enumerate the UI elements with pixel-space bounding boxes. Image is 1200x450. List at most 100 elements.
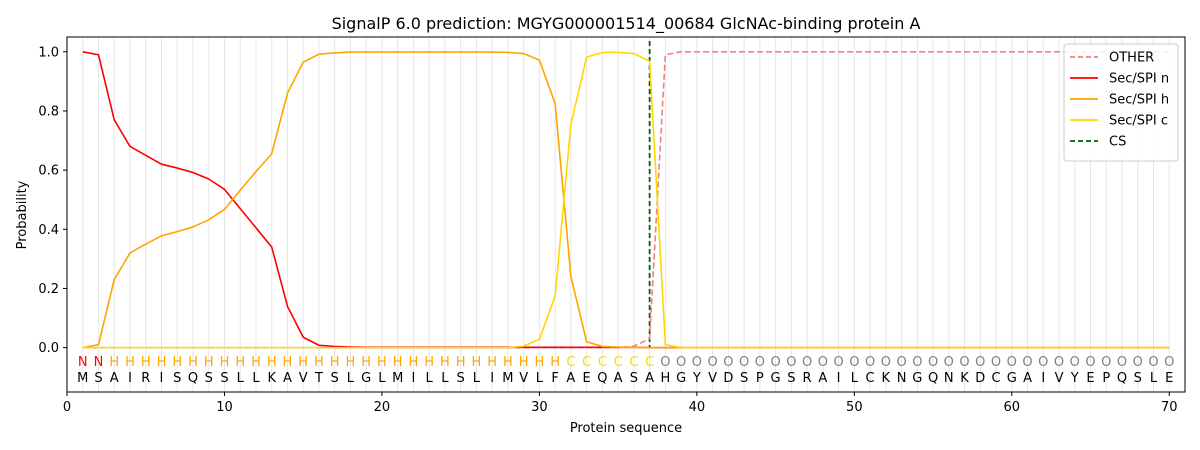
region-label: O (770, 355, 780, 370)
residue-letter: Q (928, 371, 938, 386)
region-label: H (456, 355, 466, 370)
residue-letter: S (173, 371, 181, 386)
residue-letter: L (426, 371, 434, 386)
region-label: O (896, 355, 906, 370)
residue-letter: G (771, 371, 781, 386)
region-label: O (818, 355, 828, 370)
y-tick-label: 0.6 (38, 164, 59, 179)
region-label: O (928, 355, 938, 370)
residue-letter: C (866, 371, 875, 386)
residue-letter: L (473, 371, 481, 386)
residue-letter: N (944, 371, 954, 386)
residue-letter: S (457, 371, 465, 386)
region-label: N (94, 355, 104, 370)
region-label: O (1117, 355, 1127, 370)
region-label: H (409, 355, 419, 370)
legend-label: CS (1109, 135, 1126, 150)
residue-letter: I (160, 371, 164, 386)
residue-letter: M (502, 371, 513, 386)
residue-letter: E (1165, 371, 1173, 386)
residue-letter: Y (692, 371, 701, 386)
region-label: H (109, 355, 119, 370)
residue-letter: L (536, 371, 544, 386)
residue-letter: M (392, 371, 403, 386)
series-layer (82, 50, 1170, 349)
residue-letter: K (267, 371, 276, 386)
region-label: O (1164, 355, 1174, 370)
legend-label: OTHER (1109, 51, 1154, 66)
region-label: H (267, 355, 277, 370)
residue-letter: M (77, 371, 88, 386)
region-label: H (377, 355, 387, 370)
residue-letter: L (237, 371, 245, 386)
series-line-sec-spi-c (82, 51, 1170, 349)
y-axis-ticks: 0.0 0.2 0.4 0.6 0.8 1.0 (38, 45, 67, 356)
x-grid (82, 37, 1170, 392)
residue-letter: Y (1070, 371, 1079, 386)
region-label: O (676, 355, 686, 370)
residue-letter: I (412, 371, 416, 386)
region-label: O (739, 355, 749, 370)
residue-letter: Q (188, 371, 198, 386)
residue-letter: A (614, 371, 623, 386)
region-label: O (723, 355, 733, 370)
residue-letter: G (361, 371, 371, 386)
residue-letter: L (1150, 371, 1158, 386)
x-tick-label: 20 (374, 400, 391, 415)
region-label: O (802, 355, 812, 370)
sequence-annotation: NMNSHAHIHRHIHSHQHSHSHLHLHKHAHVHTHSHLHGHL… (77, 355, 1174, 386)
x-tick-label: 0 (63, 400, 71, 415)
region-label: O (1022, 355, 1032, 370)
region-label: O (833, 355, 843, 370)
region-label: H (188, 355, 198, 370)
region-label: C (614, 355, 623, 370)
region-label: H (204, 355, 214, 370)
residue-letter: L (347, 371, 355, 386)
region-label: H (550, 355, 560, 370)
region-label: H (472, 355, 482, 370)
region-label: O (707, 355, 717, 370)
residue-letter: R (141, 371, 150, 386)
region-label: H (361, 355, 371, 370)
residue-letter: K (960, 371, 969, 386)
residue-letter: I (490, 371, 494, 386)
residue-letter: H (660, 371, 670, 386)
region-label: H (157, 355, 167, 370)
region-label: O (786, 355, 796, 370)
residue-letter: I (837, 371, 841, 386)
x-tick-label: 70 (1161, 400, 1178, 415)
region-label: H (251, 355, 261, 370)
region-label: H (330, 355, 340, 370)
residue-letter: S (630, 371, 638, 386)
x-axis-label: Protein sequence (570, 421, 682, 436)
residue-letter: E (583, 371, 591, 386)
residue-letter: K (882, 371, 891, 386)
residue-letter: D (723, 371, 733, 386)
residue-letter: V (708, 371, 717, 386)
residue-letter: T (314, 371, 323, 386)
chart-title: SignalP 6.0 prediction: MGYG000001514_00… (332, 14, 921, 34)
region-label: O (944, 355, 954, 370)
region-label: C (645, 355, 654, 370)
region-label: O (912, 355, 922, 370)
residue-letter: P (756, 371, 764, 386)
residue-letter: S (787, 371, 795, 386)
region-label: O (1054, 355, 1064, 370)
region-label: H (346, 355, 356, 370)
region-label: H (125, 355, 135, 370)
residue-letter: V (299, 371, 308, 386)
region-label: O (975, 355, 985, 370)
legend-label: Sec/SPI n (1109, 72, 1169, 87)
residue-letter: C (992, 371, 1001, 386)
region-label: H (298, 355, 308, 370)
residue-letter: S (331, 371, 339, 386)
region-label: O (660, 355, 670, 370)
region-label: H (440, 355, 450, 370)
region-label: O (959, 355, 969, 370)
region-label: O (991, 355, 1001, 370)
x-tick-label: 30 (531, 400, 548, 415)
legend-box (1063, 43, 1179, 162)
region-label: O (865, 355, 875, 370)
